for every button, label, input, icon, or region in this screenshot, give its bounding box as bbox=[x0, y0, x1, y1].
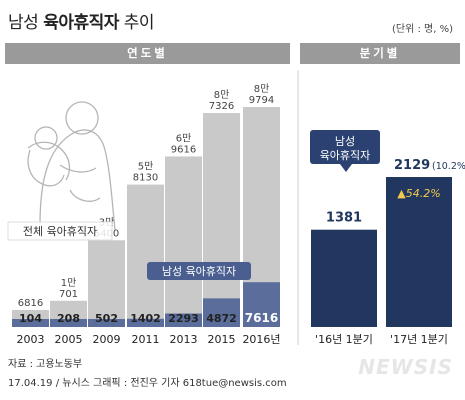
growth-label: ▲54.2% bbox=[397, 187, 440, 200]
parent-child-illustration bbox=[27, 101, 116, 231]
label-total-2005-0: 701 bbox=[59, 289, 78, 300]
legend-male-box bbox=[147, 262, 251, 280]
label-total-2003-0: 6816 bbox=[18, 298, 43, 309]
unit-label: (단위 : 명, %) bbox=[392, 24, 453, 35]
label-male-2015: 4872 bbox=[206, 312, 237, 325]
page-title: 남성 육아휴직자 추이 bbox=[8, 8, 155, 33]
xtick-2005: 2005 bbox=[55, 333, 83, 346]
legend-total: 전체 육아휴직자 bbox=[23, 225, 97, 238]
xtick-quarter-0: '16년 1분기 bbox=[315, 333, 373, 346]
label-total-2016년-1: 8만 bbox=[254, 83, 270, 95]
xtick-2013: 2013 bbox=[170, 333, 198, 346]
bar-male-2015 bbox=[203, 298, 240, 327]
bar-quarter-1 bbox=[386, 177, 452, 327]
label-male-2009: 502 bbox=[95, 312, 118, 325]
bar-male-2013 bbox=[165, 313, 202, 327]
bar-male-2003 bbox=[12, 319, 49, 327]
quarterly-panel-header: 분기별 bbox=[300, 43, 460, 64]
yearly-panel-header: 연도별 bbox=[5, 43, 290, 64]
legend-total-box bbox=[7, 221, 113, 241]
label-male-2005: 208 bbox=[57, 312, 80, 325]
label-total-2005-1: 1만 bbox=[61, 277, 77, 289]
title-bold: 육아휴직자 bbox=[43, 13, 119, 33]
xtick-2003: 2003 bbox=[17, 333, 45, 346]
xtick-2011: 2011 bbox=[132, 333, 160, 346]
label-total-2013-0: 9616 bbox=[171, 144, 196, 155]
label-total-2013-1: 6만 bbox=[176, 132, 192, 144]
bar-total-2011 bbox=[127, 184, 164, 327]
bar-total-2015 bbox=[203, 113, 240, 327]
bar-male-2005 bbox=[50, 319, 87, 327]
xtick-2009: 2009 bbox=[93, 333, 121, 346]
bar-male-2016년 bbox=[243, 282, 280, 327]
label-total-2015-0: 7326 bbox=[209, 101, 234, 112]
newsis-logo: NEWSIS bbox=[358, 355, 453, 379]
callout-box bbox=[310, 130, 380, 164]
bar-male-2011 bbox=[127, 318, 164, 327]
label-male-2011: 1402 bbox=[130, 312, 161, 325]
value-quarter-0: 1381 bbox=[326, 211, 362, 226]
value-quarter-1: 2129 bbox=[394, 158, 430, 173]
label-male-2003: 104 bbox=[19, 312, 42, 325]
bar-quarter-0 bbox=[311, 229, 377, 327]
legend-male: 남성 육아휴직자 bbox=[162, 265, 236, 278]
label-male-2016년: 7616 bbox=[245, 311, 278, 325]
callout-pointer bbox=[340, 164, 352, 172]
callout-line-1: 남성 bbox=[335, 135, 355, 148]
share-label: (10.2%) bbox=[432, 161, 465, 172]
label-total-2016년-0: 9794 bbox=[249, 95, 274, 106]
label-total-2015-1: 8만 bbox=[214, 89, 230, 101]
source-text: 자료 : 고용노동부 bbox=[8, 359, 83, 370]
credit-text: 17.04.19 / 뉴시스 그래픽 : 전진우 기자 618tue@newsi… bbox=[8, 378, 287, 389]
title-prefix: 남성 bbox=[8, 13, 39, 33]
bar-total-2009 bbox=[88, 240, 125, 327]
xtick-2016년: 2016년 bbox=[242, 333, 280, 346]
title-suffix: 추이 bbox=[123, 13, 155, 33]
xtick-2015: 2015 bbox=[208, 333, 236, 346]
label-total-2011-0: 8130 bbox=[133, 173, 158, 184]
label-male-2013: 2293 bbox=[168, 312, 199, 325]
label-total-2011-1: 5만 bbox=[138, 161, 154, 173]
bar-total-2013 bbox=[165, 156, 202, 327]
callout-line-2: 육아휴직자 bbox=[320, 149, 371, 162]
xtick-quarter-1: '17년 1분기 bbox=[390, 333, 448, 346]
bar-male-2009 bbox=[88, 319, 125, 327]
